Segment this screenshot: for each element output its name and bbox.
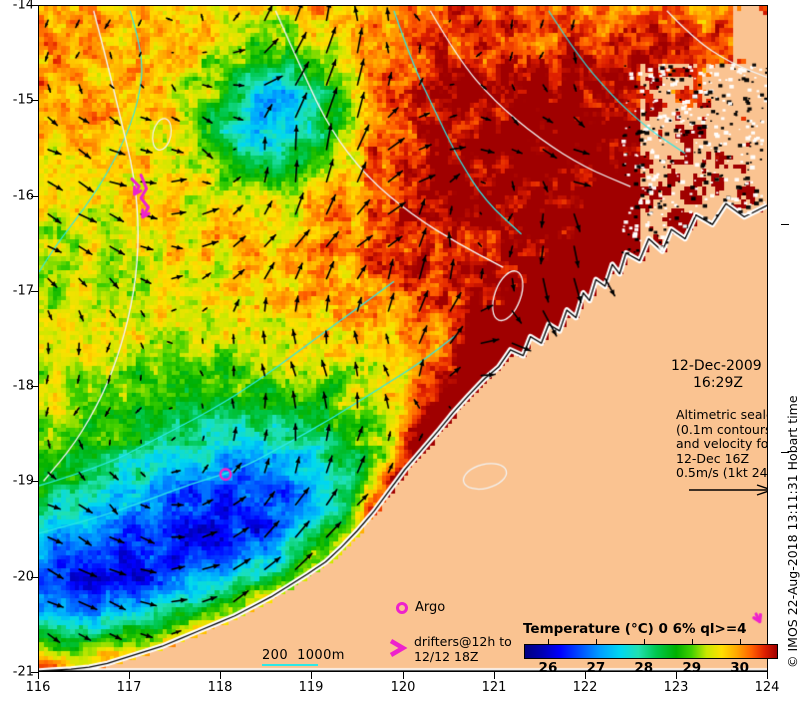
y-tick-label: -19	[12, 473, 34, 489]
bathymetry-scale-label: 200 1000m	[262, 648, 345, 663]
colorbar-tick	[739, 639, 741, 644]
legend-argo-label: Argo	[415, 600, 446, 615]
x-tick	[676, 672, 677, 679]
colorbar-tick-label: 30	[730, 660, 750, 676]
x-tick	[403, 672, 404, 679]
y-tick	[31, 100, 38, 101]
x-tick	[767, 672, 768, 679]
y-tick	[31, 196, 38, 197]
credit-tick	[781, 452, 789, 453]
y-tick-label: -17	[12, 283, 34, 299]
x-tick-label: 124	[754, 680, 780, 695]
x-tick-label: 122	[572, 680, 598, 695]
x-tick-label: 119	[298, 680, 324, 695]
legend-argo: Argo	[396, 600, 445, 615]
colorbar-tick-label: 27	[586, 660, 606, 676]
y-tick	[31, 291, 38, 292]
colorbar-tick	[595, 639, 597, 644]
velocity-reference-arrow-icon	[689, 484, 767, 496]
x-tick-label: 117	[116, 680, 142, 695]
legend-drifters: drifters@12h to 12/12 18Z	[388, 634, 512, 664]
drifter-chevron-icon	[389, 639, 408, 657]
colorbar-tick	[643, 639, 645, 644]
bathymetry-scale-line	[262, 664, 318, 666]
timestamp-date-line: 12-Dec-2009	[671, 358, 762, 374]
y-tick-label: -14	[12, 0, 34, 13]
timestamp-time-line: 16:29Z	[693, 375, 743, 391]
colorbar-tick	[691, 639, 693, 644]
y-tick	[31, 577, 38, 578]
x-tick-label: 116	[25, 680, 51, 695]
y-tick	[31, 481, 38, 482]
credit-tick	[781, 224, 789, 225]
colorbar-tick-label: 26	[538, 660, 558, 676]
argo-circle-icon	[396, 601, 408, 614]
x-tick-label: 121	[481, 680, 507, 695]
colorbar-title: Temperature (°C) 0 6% ql>=4	[523, 621, 747, 637]
x-tick	[494, 672, 495, 679]
y-tick-label: -15	[12, 92, 34, 108]
map-timestamp: 12-Dec-2009 16:29Z	[671, 358, 762, 392]
x-tick	[311, 672, 312, 679]
credit-text: © IMOS 22-Aug-2018 13:11:31 Hobart time	[785, 395, 800, 668]
y-tick	[31, 386, 38, 387]
y-tick-label: -21	[12, 664, 34, 680]
x-tick	[220, 672, 221, 679]
x-tick	[585, 672, 586, 679]
x-tick-label: 118	[207, 680, 233, 695]
x-tick-label: 120	[390, 680, 416, 695]
y-tick	[31, 5, 38, 6]
y-tick-label: -16	[12, 188, 34, 204]
sst-heatmap-canvas	[39, 6, 767, 671]
y-tick	[31, 672, 38, 673]
colorbar-tick	[547, 639, 549, 644]
colorbar-tick-label: 28	[634, 660, 654, 676]
y-tick-label: -20	[12, 569, 34, 585]
x-tick	[38, 672, 39, 679]
map-description-text: Altimetric sealevel (0.1m contours) and …	[676, 407, 768, 480]
y-tick-label: -18	[12, 378, 34, 394]
x-tick-label: 123	[663, 680, 689, 695]
bathymetry-scale: 200 1000m	[262, 648, 345, 666]
legend-drifters-label: drifters@12h to 12/12 18Z	[414, 634, 512, 664]
colorbar-tick-label: 29	[682, 660, 702, 676]
colorbar[interactable]	[524, 644, 778, 659]
credit-block: © IMOS 22-Aug-2018 13:11:31 Hobart time	[779, 0, 800, 710]
colorbar-gradient	[525, 645, 777, 658]
x-tick	[129, 672, 130, 679]
